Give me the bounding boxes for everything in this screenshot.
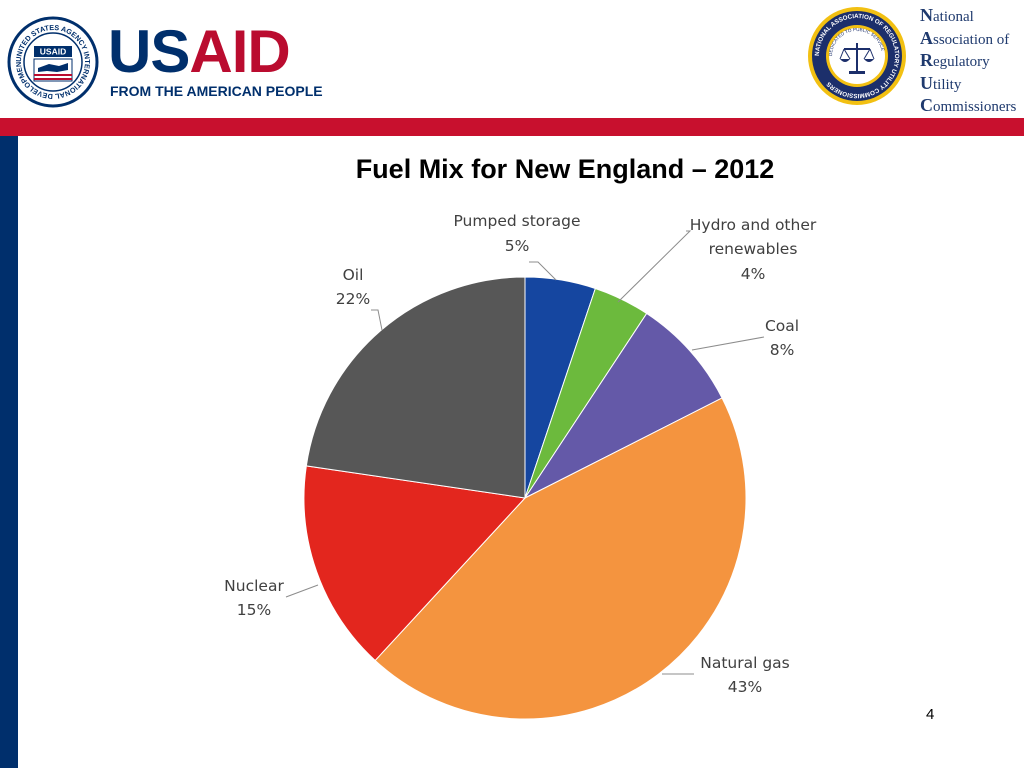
pie-slice-coal [523, 312, 723, 500]
usaid-tagline: FROM THE AMERICAN PEOPLE [110, 83, 323, 99]
slice-label-hydro-and-other-renewables: Hydro and other renewables 4% [690, 216, 817, 283]
naruc-seal: NATIONAL ASSOCIATION OF REGULATORY UTILI… [808, 7, 906, 105]
naruc-name: National Association of Regulatory Utili… [920, 5, 1016, 118]
blue-side-strip [0, 136, 18, 768]
header: UNITED STATES AGENCY INTERNATIONAL DEVEL… [0, 0, 1024, 118]
chart-title: Fuel Mix for New England – 2012 [355, 154, 775, 184]
leader-line-hydro-and-other-renewables [617, 230, 692, 303]
usaid-seal: UNITED STATES AGENCY INTERNATIONAL DEVEL… [7, 16, 99, 108]
red-divider-band [0, 118, 1024, 136]
leader-line-nuclear [285, 584, 319, 598]
naruc-line-association: Association of [920, 27, 1010, 48]
slice-label-pumped-storage: Pumped storage 5% [453, 212, 580, 255]
pie-slice-natural-gas [374, 397, 747, 720]
pie-slice-nuclear [303, 465, 527, 662]
leader-line-oil [371, 309, 383, 331]
slice-label-nuclear: Nuclear 15% [224, 577, 284, 619]
naruc-line-commissioners: Commissioners [920, 95, 1017, 115]
page-number: 4 [926, 706, 935, 723]
naruc-line-regulatory: Regulatory [920, 50, 990, 70]
slice-label-oil: Oil 22% [336, 266, 370, 308]
usaid-seal-badge: USAID [40, 47, 66, 57]
leader-line-coal [691, 336, 765, 351]
pie-slice-oil [305, 276, 526, 499]
usaid-wordmark: USAID [108, 18, 291, 85]
naruc-line-utility: Utility [920, 72, 962, 93]
slice-label-coal: Coal 8% [765, 317, 799, 359]
leader-line-pumped-storage [529, 261, 557, 281]
slice-label-natural-gas: Natural gas 43% [700, 654, 790, 696]
naruc-line-national: National [920, 5, 974, 25]
